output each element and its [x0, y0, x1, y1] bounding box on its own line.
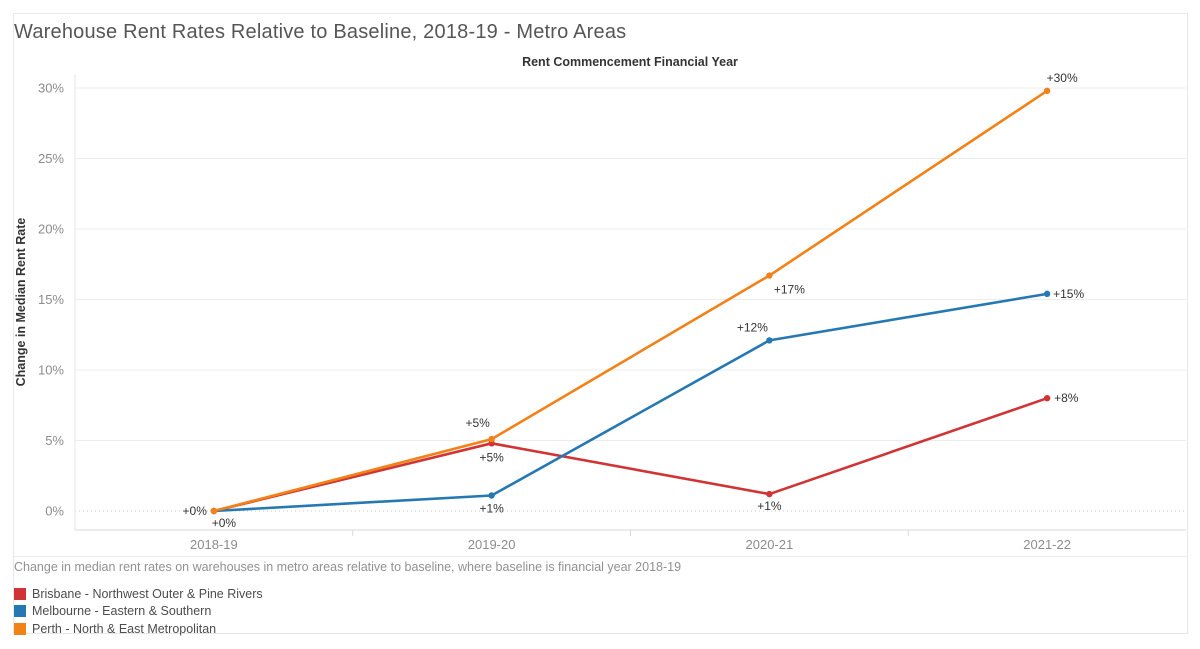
- data-point[interactable]: [488, 492, 495, 499]
- chart-title: Warehouse Rent Rates Relative to Baselin…: [14, 21, 627, 43]
- melbourne-color-swatch: [14, 605, 26, 618]
- legend-item-melbourne[interactable]: Melbourne - Eastern & Southern: [14, 603, 263, 621]
- data-point[interactable]: [1043, 87, 1051, 95]
- y-tick-label: 10%: [38, 363, 64, 378]
- y-axis-title: Change in Median Rent Rate: [14, 218, 28, 387]
- data-point[interactable]: [766, 490, 773, 498]
- data-point[interactable]: [1043, 395, 1051, 402]
- x-tick-label: 2018-19: [190, 537, 238, 552]
- series-line-0[interactable]: [212, 396, 1049, 513]
- data-point[interactable]: [210, 507, 218, 515]
- data-point-label: +0%: [183, 504, 208, 518]
- data-point-label: +8%: [1054, 391, 1079, 405]
- data-point-label: +5%: [479, 450, 504, 464]
- data-point-label: +0%: [212, 516, 237, 530]
- chart-caption: Change in median rent rates on warehouse…: [14, 560, 682, 574]
- data-point-label: +30%: [1047, 71, 1078, 85]
- data-point-label: +15%: [1053, 287, 1084, 301]
- legend-label: Melbourne - Eastern & Southern: [32, 604, 212, 619]
- x-tick-label: 2020-21: [746, 537, 794, 552]
- legend-label: Perth - North & East Metropolitan: [32, 621, 217, 636]
- x-axis-title: Rent Commencement Financial Year: [522, 55, 738, 69]
- data-point[interactable]: [766, 337, 773, 344]
- series-line-2[interactable]: [212, 89, 1049, 513]
- section-divider: [13, 556, 1187, 557]
- data-point[interactable]: [488, 435, 495, 443]
- data-point-label: +5%: [465, 416, 490, 430]
- y-tick-label: 20%: [38, 222, 64, 237]
- perth-color-swatch: [14, 622, 26, 635]
- brisbane-color-swatch: [14, 587, 26, 600]
- y-tick-label: 5%: [45, 433, 64, 448]
- legend-item-perth[interactable]: Perth - North & East Metropolitan: [14, 620, 263, 638]
- data-point-label: +1%: [479, 501, 504, 515]
- y-tick-label: 15%: [38, 292, 64, 307]
- x-tick-label: 2019-20: [468, 537, 516, 552]
- data-point-label: +12%: [737, 320, 768, 334]
- data-point-label: +1%: [757, 499, 782, 513]
- legend: Brisbane - Northwest Outer & Pine Rivers…: [14, 585, 263, 638]
- y-tick-label: 30%: [38, 81, 64, 96]
- y-tick-label: 25%: [38, 151, 64, 166]
- data-point[interactable]: [1043, 290, 1051, 298]
- legend-label: Brisbane - Northwest Outer & Pine Rivers: [32, 586, 263, 601]
- data-point[interactable]: [766, 272, 773, 279]
- x-tick-label: 2021-22: [1023, 537, 1071, 552]
- series-line-1[interactable]: [212, 292, 1049, 513]
- data-point-label: +17%: [774, 283, 805, 297]
- legend-item-brisbane[interactable]: Brisbane - Northwest Outer & Pine Rivers: [14, 585, 263, 603]
- y-tick-label: 0%: [45, 504, 64, 519]
